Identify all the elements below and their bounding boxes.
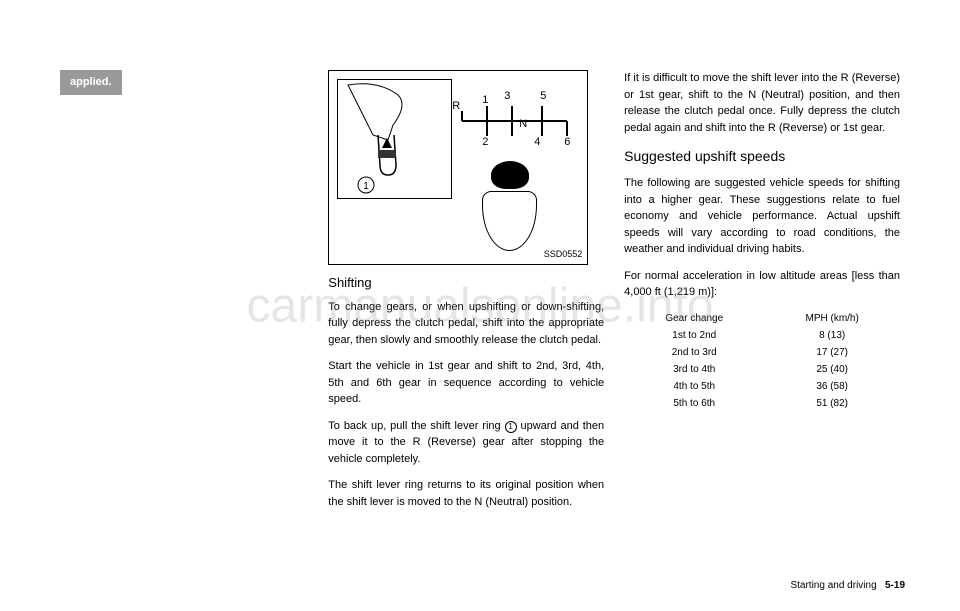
applied-label: applied. — [60, 70, 122, 95]
table-row: 17 (27) — [805, 345, 858, 360]
gear-3: 3 — [504, 88, 510, 105]
gear-5: 5 — [540, 88, 546, 105]
shifting-p2: Start the vehicle in 1st gear and shift … — [328, 358, 604, 408]
upshift-p1: The following are suggested vehicle spee… — [624, 175, 900, 258]
diagram-code: SSD0552 — [544, 248, 583, 262]
svg-text:1: 1 — [364, 181, 370, 192]
table-row: 51 (82) — [805, 396, 858, 411]
table-row: 4th to 5th — [665, 379, 723, 394]
gear-header: Gear change — [665, 311, 723, 326]
page-footer: Starting and driving 5-19 — [790, 580, 905, 591]
table-row: 36 (58) — [805, 379, 858, 394]
column-3: If it is difficult to move the shift lev… — [614, 70, 910, 581]
gear-2: 2 — [482, 134, 488, 151]
table-row: 3rd to 4th — [665, 362, 723, 377]
shifting-p1: To change gears, or when upshifting or d… — [328, 299, 604, 349]
table-row: 1st to 2nd — [665, 328, 723, 343]
heading-upshift: Suggested upshift speeds — [624, 146, 900, 167]
footer-page: 5-19 — [885, 580, 905, 591]
shift-diagram: 1 R 1 2 3 N 4 5 6 SSD0552 — [328, 70, 588, 265]
shifting-p4: The shift lever ring returns to its orig… — [328, 477, 604, 510]
gear-pattern: R 1 2 3 N 4 5 6 — [452, 86, 572, 146]
shifter-illustration — [482, 161, 537, 256]
p3-part-a: To back up, pull the shift lever ring — [328, 420, 504, 432]
gear-4: 4 — [534, 134, 540, 151]
gear-r: R — [452, 98, 460, 115]
speed-table: Gear change 1st to 2nd 2nd to 3rd 3rd to… — [624, 311, 900, 413]
gear-n: N — [519, 116, 527, 133]
table-row: 2nd to 3rd — [665, 345, 723, 360]
reverse-tip: If it is difficult to move the shift lev… — [624, 70, 900, 136]
table-row: 25 (40) — [805, 362, 858, 377]
upshift-p2: For normal acceleration in low altitude … — [624, 268, 900, 301]
table-row: 8 (13) — [805, 328, 858, 343]
footer-section: Starting and driving — [790, 580, 876, 591]
gear-6: 6 — [564, 134, 570, 151]
hand-illustration: 1 — [337, 79, 452, 199]
gear-1: 1 — [482, 92, 488, 109]
gear-column: Gear change 1st to 2nd 2nd to 3rd 3rd to… — [665, 311, 723, 413]
ring-number-icon: 1 — [505, 421, 517, 433]
speed-header: MPH (km/h) — [805, 311, 858, 326]
column-2: 1 R 1 2 3 N 4 5 6 SSD0552 Sh — [318, 70, 614, 581]
table-row: 5th to 6th — [665, 396, 723, 411]
shifting-p3: To back up, pull the shift lever ring 1 … — [328, 418, 604, 468]
heading-shifting: Shifting — [328, 273, 604, 293]
column-1: applied. — [50, 70, 318, 581]
speed-column: MPH (km/h) 8 (13) 17 (27) 25 (40) 36 (58… — [805, 311, 858, 413]
